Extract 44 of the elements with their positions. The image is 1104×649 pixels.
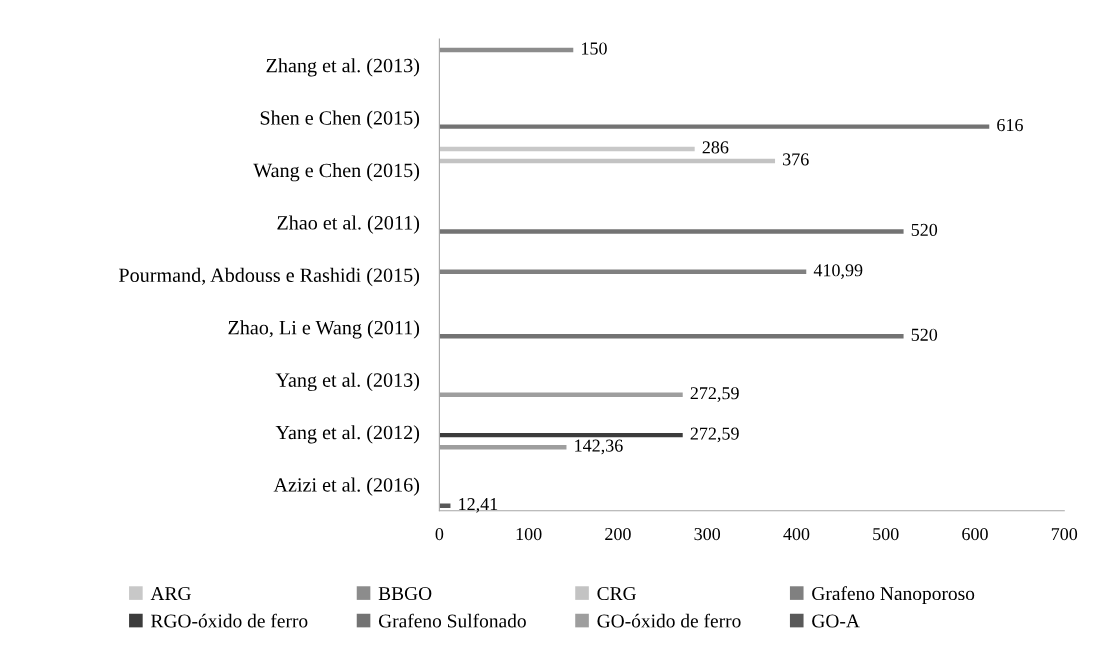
data-label: 142,36	[575, 439, 623, 455]
bar	[439, 124, 990, 129]
data-label: 520	[911, 223, 938, 236]
legend-label: RGO-óxido de ferro	[151, 613, 308, 628]
x-tick-label: 400	[783, 527, 810, 541]
data-label: 12,41	[459, 498, 498, 513]
bar	[439, 229, 904, 234]
y-tick-label: Wang e Chen (2015)	[253, 163, 420, 182]
legend-label: GO-óxido de ferro	[597, 613, 741, 628]
y-tick-label: Zhao, Li e Wang (2011)	[228, 320, 420, 339]
y-tick-label: Pourmand, Abdouss e Rashidi (2015)	[119, 267, 420, 287]
bar	[439, 432, 683, 438]
data-label: 272,59	[690, 387, 739, 402]
y-tick-label: Zhao et al. (2011)	[277, 215, 420, 234]
y-tick-label: Azizi et al. (2016)	[273, 477, 420, 496]
bar	[439, 334, 904, 339]
bar	[439, 269, 807, 275]
x-tick-label: 100	[516, 527, 542, 541]
bar	[439, 158, 776, 164]
x-tick-label: 200	[605, 527, 631, 541]
legend-label: BBGO	[378, 587, 432, 601]
data-label: 150	[582, 42, 607, 55]
x-tick-label: 0	[435, 527, 444, 541]
y-tick-label: Zhang et al. (2013)	[266, 58, 420, 77]
legend-label: Grafeno Sulfonado	[378, 613, 526, 628]
x-tick-label: 600	[962, 527, 988, 541]
bar	[439, 146, 695, 152]
y-tick-label: Yang et al. (2013)	[275, 372, 420, 392]
legend-label: GO-A	[812, 614, 860, 628]
x-tick-label: 700	[1051, 527, 1078, 541]
data-label: 616	[997, 119, 1023, 132]
legend-label: ARG	[150, 587, 191, 601]
data-label: 520	[911, 328, 938, 341]
x-tick-label: 500	[873, 527, 899, 541]
legend-label: Grafeno Nanoporoso	[812, 586, 975, 605]
bar	[439, 503, 451, 508]
data-label: 286	[702, 141, 729, 154]
data-label: 272,59	[690, 427, 739, 443]
legend-label: CRG	[597, 587, 636, 601]
data-label: 376	[783, 153, 809, 166]
data-label: 410,99	[813, 264, 863, 279]
x-tick-label: 300	[694, 527, 721, 541]
y-tick-label: Shen e Chen (2015)	[260, 110, 420, 129]
y-tick-label: Yang et al. (2012)	[275, 425, 420, 444]
